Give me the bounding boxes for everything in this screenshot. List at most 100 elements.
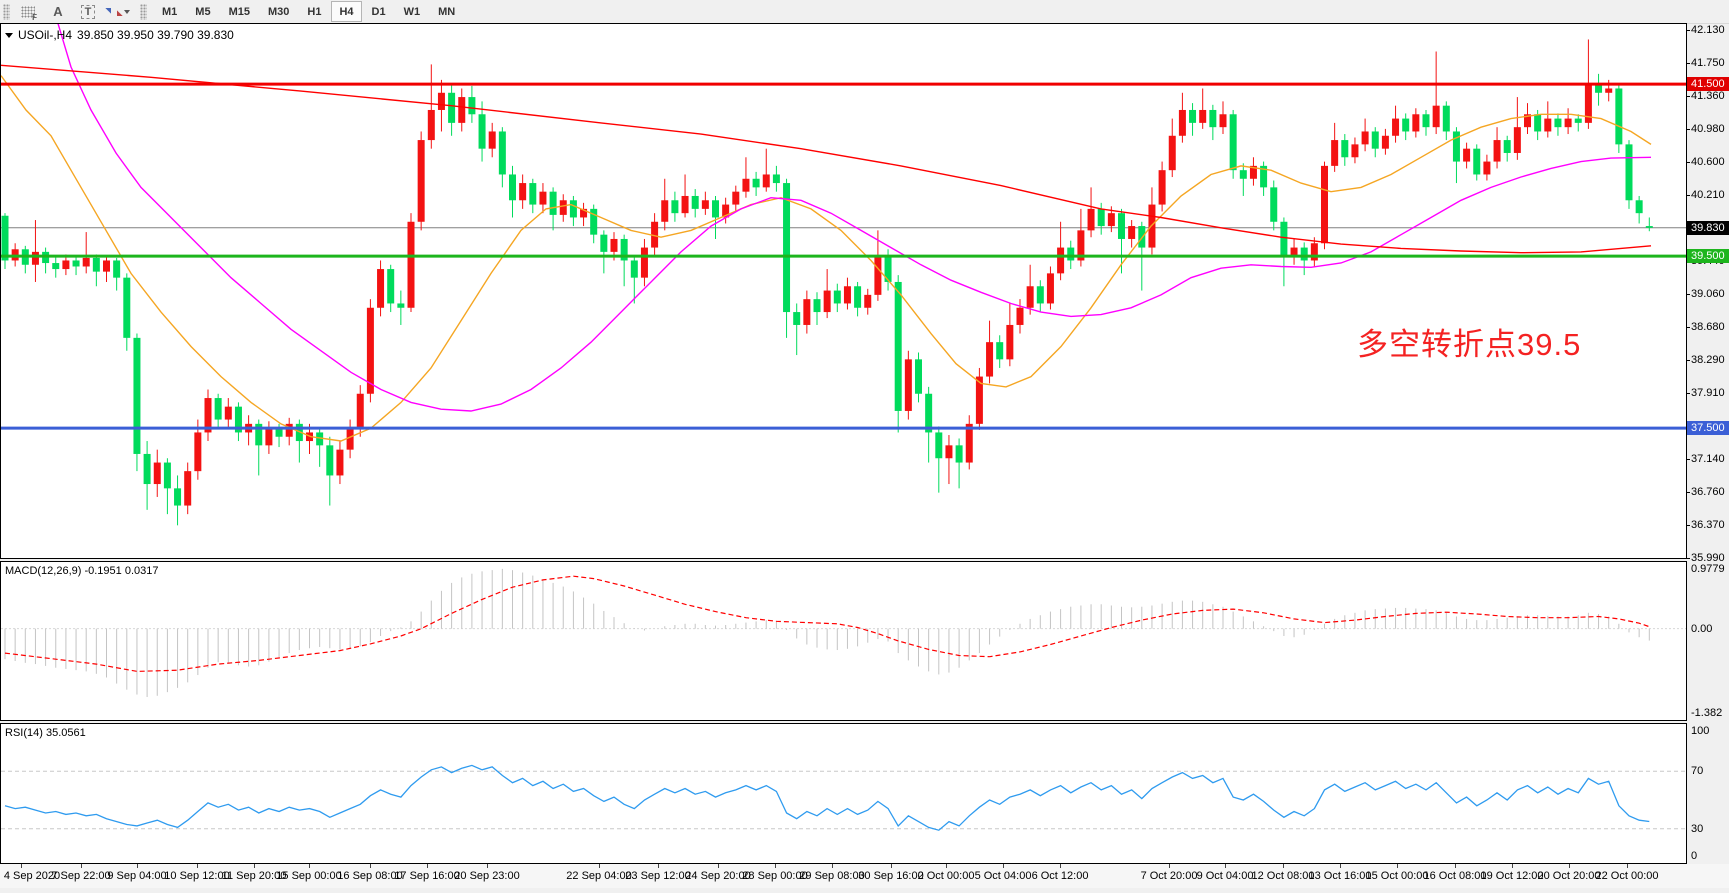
ma-fast-line bbox=[1, 75, 1652, 442]
chevron-down-icon bbox=[124, 9, 130, 14]
time-tick bbox=[718, 864, 719, 868]
time-axis-label: 19 Oct 12:00 bbox=[1480, 870, 1544, 882]
time-axis-label: 23 Sep 12:00 bbox=[625, 870, 691, 882]
rsi-panel[interactable]: RSI(14) 35.0561 bbox=[0, 723, 1687, 864]
main-chart-panel[interactable]: USOil-,H4 39.850 39.950 39.790 39.830 多空… bbox=[0, 23, 1687, 559]
price-tick bbox=[1687, 30, 1690, 31]
cursor-mode-button[interactable] bbox=[103, 1, 134, 22]
price-axis-label: 38.680 bbox=[1691, 320, 1725, 333]
time-axis-label: 9 Sep 04:00 bbox=[107, 870, 167, 882]
time-axis-label: 20 Oct 20:00 bbox=[1537, 870, 1601, 882]
price-axis-label: 42.130 bbox=[1691, 24, 1725, 36]
toolbar-grip[interactable] bbox=[3, 3, 10, 20]
time-tick bbox=[1283, 864, 1284, 868]
time-tick bbox=[946, 864, 947, 868]
textbox-tool-button[interactable]: T bbox=[73, 2, 103, 22]
price-tick bbox=[1687, 525, 1690, 527]
time-tick bbox=[832, 864, 833, 868]
time-tick bbox=[599, 864, 600, 868]
price-axis-label: 37.140 bbox=[1691, 453, 1725, 466]
timeframe-button-h4[interactable]: H4 bbox=[331, 1, 362, 22]
time-axis[interactable]: 4 Sep 2020 7 Sep 22:00 9 Sep 04:00 10 Sep 1… bbox=[0, 864, 1729, 888]
timeframe-button-m15[interactable]: M15 bbox=[228, 5, 250, 18]
time-axis-label: 22 Oct 00:00 bbox=[1595, 870, 1659, 882]
price-tick bbox=[1687, 294, 1690, 295]
chart-grid-icon: F bbox=[21, 5, 37, 22]
time-tick bbox=[487, 864, 488, 868]
price-tick bbox=[1687, 558, 1690, 559]
chart-grid-tool-button[interactable]: F bbox=[13, 2, 43, 22]
time-tick bbox=[1512, 864, 1513, 868]
price-axis-label: 36.370 bbox=[1691, 519, 1725, 532]
time-tick bbox=[1225, 864, 1226, 868]
timeframe-button-mn[interactable]: MN bbox=[438, 5, 456, 18]
timeframe-button-h1[interactable]: H1 bbox=[307, 5, 322, 18]
price-axis-label: 40.210 bbox=[1691, 189, 1725, 202]
time-axis-label: 2 Oct 00:00 bbox=[917, 870, 975, 882]
time-axis-label: 11 Sep 20:00 bbox=[221, 870, 287, 882]
time-tick bbox=[197, 864, 198, 868]
price-tick bbox=[1687, 326, 1690, 328]
price-axis-label: 40.600 bbox=[1691, 155, 1725, 168]
timeframe-button-m1[interactable]: M1 bbox=[162, 5, 178, 18]
macd-histogram bbox=[4, 568, 1650, 698]
chart-annotation-text[interactable]: 多空转折点39.5 bbox=[1357, 327, 1582, 362]
ma-slow-line bbox=[1, 64, 1652, 254]
rsi-axis-label: 100 bbox=[1691, 725, 1710, 737]
time-tick bbox=[1455, 864, 1456, 868]
time-tick bbox=[1340, 864, 1341, 868]
price-badge-39.500: 39.500 bbox=[1687, 249, 1729, 264]
rsi-chart[interactable] bbox=[1, 724, 1686, 863]
rsi-line bbox=[4, 764, 1650, 831]
time-axis-label: 24 Sep 20:00 bbox=[685, 870, 751, 882]
timeframe-button-w1[interactable]: W1 bbox=[403, 5, 421, 18]
price-axis-label: 36.760 bbox=[1691, 485, 1725, 498]
time-tick bbox=[309, 864, 310, 868]
ohlc-readout: 39.850 39.950 39.790 39.830 bbox=[77, 28, 234, 42]
timeframe-button-m30[interactable]: M30 bbox=[267, 5, 290, 18]
macd-panel[interactable]: MACD(12,26,9) -0.1951 0.0317 bbox=[0, 561, 1687, 721]
rsi-axis-label: 0 bbox=[1691, 850, 1698, 862]
price-tick bbox=[1687, 62, 1690, 64]
macd-axis-label: 0.9779 bbox=[1691, 563, 1725, 575]
price-axis[interactable]: 42.13041.75041.36040.98040.60040.21039.4… bbox=[1687, 23, 1729, 564]
time-tick bbox=[81, 864, 82, 868]
time-tick bbox=[658, 864, 659, 868]
symbol-title: USOil-,H4 39.850 39.950 39.790 39.830 bbox=[5, 28, 234, 42]
price-axis-label: 39.060 bbox=[1691, 288, 1725, 300]
price-badge-41.500: 41.500 bbox=[1687, 77, 1729, 92]
time-axis-label: 17 Sep 16:00 bbox=[394, 870, 460, 882]
time-tick bbox=[1169, 864, 1170, 868]
time-axis-label: 13 Oct 16:00 bbox=[1308, 870, 1372, 882]
time-axis-label: 15 Oct 00:00 bbox=[1365, 870, 1429, 882]
time-tick bbox=[1627, 864, 1628, 868]
symbol-dropdown-icon[interactable] bbox=[5, 32, 13, 38]
toolbar: F A T M1 M5 M15 M30 H1 H4 D1 W1 MN bbox=[0, 0, 1729, 24]
textbox-tool-icon: T bbox=[80, 4, 96, 19]
time-axis-label: 9 Oct 04:00 bbox=[1196, 870, 1254, 882]
macd-axis-label: -1.382 bbox=[1691, 707, 1723, 719]
rsi-axis[interactable]: 100 70 30 0 bbox=[1687, 723, 1729, 864]
label-tool-button[interactable]: A bbox=[43, 2, 73, 22]
price-tick bbox=[1687, 195, 1690, 197]
price-tick bbox=[1687, 360, 1690, 362]
price-tick bbox=[1687, 392, 1690, 394]
macd-axis-label: 0.00 bbox=[1691, 622, 1713, 635]
time-axis-label: 20 Sep 23:00 bbox=[454, 870, 520, 882]
price-tick bbox=[1687, 459, 1690, 461]
time-tick bbox=[891, 864, 892, 868]
price-axis-label: 38.290 bbox=[1691, 354, 1725, 367]
timeframe-button-m5[interactable]: M5 bbox=[195, 5, 211, 18]
label-tool-icon: A bbox=[53, 4, 63, 19]
macd-signal-line bbox=[4, 575, 1650, 673]
time-axis-label: 7 Oct 20:00 bbox=[1140, 870, 1198, 882]
price-axis-label: 35.990 bbox=[1691, 552, 1725, 564]
candlestick-chart[interactable] bbox=[1, 24, 1686, 558]
timeframe-button-d1[interactable]: D1 bbox=[371, 5, 386, 18]
time-tick bbox=[1397, 864, 1398, 868]
price-tick bbox=[1687, 128, 1690, 130]
macd-chart[interactable] bbox=[1, 562, 1686, 720]
time-axis-label: 29 Sep 08:00 bbox=[799, 870, 865, 882]
price-badge-37.500: 37.500 bbox=[1687, 421, 1729, 436]
macd-axis[interactable]: 0.9779 0.00 -1.382 bbox=[1687, 561, 1729, 721]
